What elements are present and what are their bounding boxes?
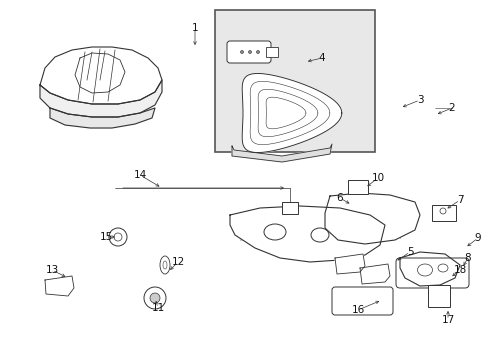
Text: 5: 5 [406,247,412,257]
Text: 14: 14 [133,170,146,180]
Ellipse shape [248,50,251,54]
Text: 4: 4 [318,53,325,63]
Text: 10: 10 [371,173,384,183]
Ellipse shape [417,264,431,276]
Text: 3: 3 [416,95,423,105]
Polygon shape [334,254,364,274]
Polygon shape [359,264,389,284]
Text: 13: 13 [45,265,59,275]
Ellipse shape [439,208,445,214]
Text: 6: 6 [336,193,343,203]
Polygon shape [50,108,155,128]
Text: 11: 11 [151,303,164,313]
Text: 12: 12 [171,257,184,267]
Bar [215,10,374,152]
Text: 17: 17 [441,315,454,325]
Bar [427,285,449,307]
Ellipse shape [150,293,160,303]
Polygon shape [40,47,162,104]
Text: 2: 2 [448,103,454,113]
Text: 1: 1 [191,23,198,33]
Polygon shape [229,206,384,262]
Text: 8: 8 [464,253,470,263]
FancyBboxPatch shape [395,258,468,288]
FancyBboxPatch shape [331,287,392,315]
Ellipse shape [143,287,165,309]
Bar [431,205,455,221]
Ellipse shape [256,50,259,54]
Ellipse shape [240,50,243,54]
Text: 9: 9 [474,233,480,243]
Text: 15: 15 [99,232,112,242]
Polygon shape [231,144,331,162]
Ellipse shape [437,264,447,272]
Text: 7: 7 [456,195,462,205]
Polygon shape [325,193,419,244]
Ellipse shape [310,228,328,242]
Ellipse shape [163,261,167,269]
Polygon shape [45,276,74,296]
Ellipse shape [160,256,170,274]
Bar [347,180,367,194]
Ellipse shape [109,228,127,246]
Polygon shape [242,73,341,153]
Text: 18: 18 [452,265,466,275]
Ellipse shape [114,233,122,241]
Bar [282,202,297,214]
Polygon shape [399,252,459,286]
Polygon shape [40,80,162,117]
Text: 16: 16 [351,305,364,315]
Bar [265,47,278,57]
Ellipse shape [264,224,285,240]
FancyBboxPatch shape [226,41,270,63]
